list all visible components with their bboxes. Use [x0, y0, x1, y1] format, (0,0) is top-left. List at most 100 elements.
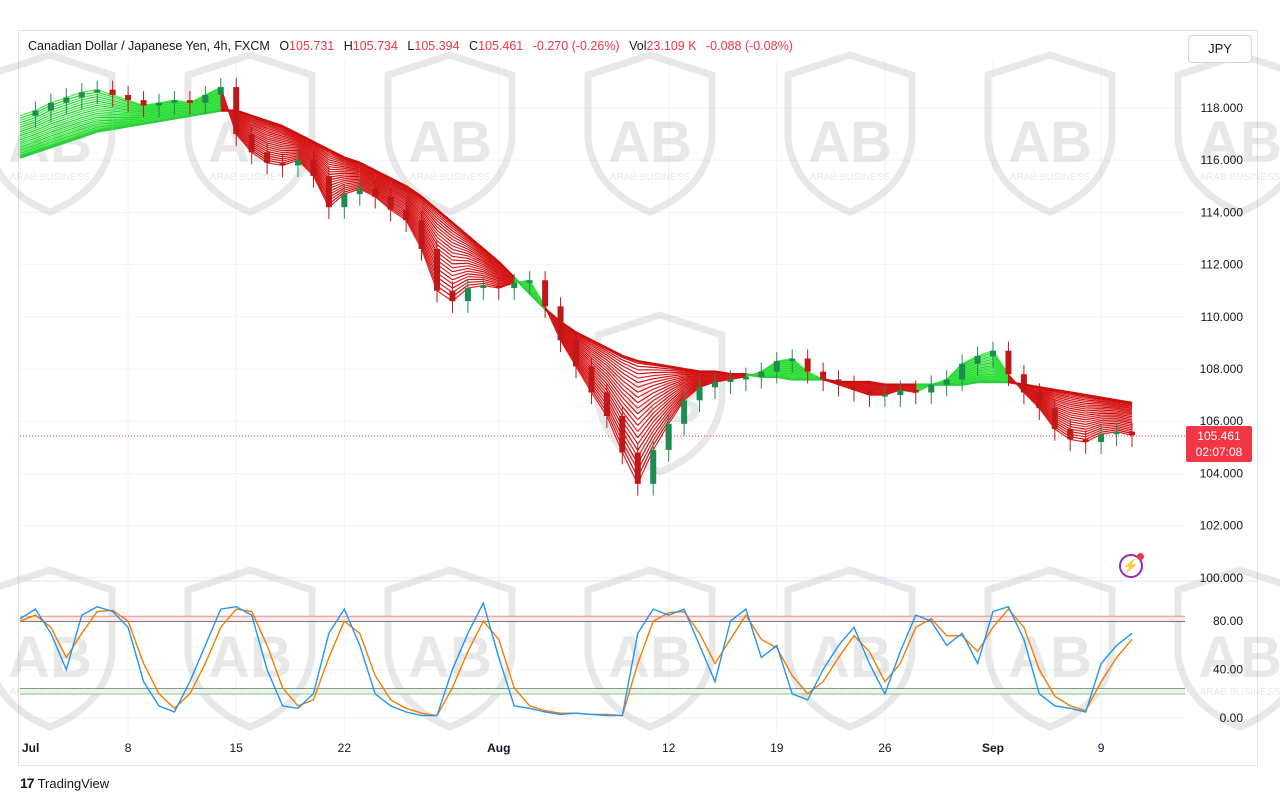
watermark-ab-text: AB: [1008, 625, 1092, 690]
candle-body: [696, 387, 703, 401]
ribbon-ma-line: [359, 179, 376, 189]
time-tick-label: 19: [770, 741, 784, 755]
ribbon-ma-line: [961, 375, 978, 381]
ribbon-ma-line: [668, 373, 685, 377]
ribbon-ma-line: [112, 112, 129, 115]
ribbon-ma-line: [205, 101, 221, 107]
ribbon-ma-line: [66, 131, 82, 138]
ribbon-ma-line: [374, 180, 391, 191]
ribbon-ma-line: [19, 116, 36, 124]
ribbon-ma-line: [19, 121, 36, 128]
ribbon-ma-line: [622, 357, 638, 364]
ribbon-ma-line: [621, 396, 639, 415]
ribbon-ma-line: [189, 112, 206, 118]
ribbon-ma-line: [622, 372, 639, 384]
low-label: L: [407, 39, 415, 53]
time-tick-label: Jul: [22, 741, 39, 755]
ribbon-ma-line: [1116, 419, 1133, 424]
ribbon-ma-line: [961, 379, 978, 384]
ribbon-ma-line: [606, 373, 623, 394]
candle-body: [264, 152, 271, 163]
ribbon-ma-line: [977, 377, 994, 380]
ribbon-ma-line: [1070, 395, 1086, 400]
ribbon-ma-line: [483, 265, 500, 275]
ribbon-ma-line: [35, 133, 52, 141]
ribbon-ma-line: [81, 118, 98, 125]
ribbon-ma-line: [66, 117, 82, 124]
ribbon-ma-line: [189, 101, 206, 109]
ribbon-ma-line: [483, 259, 500, 271]
ribbon-ma-line: [66, 128, 82, 135]
ribbon-ma-line: [405, 197, 422, 215]
ribbon-ma-line: [359, 164, 376, 174]
tradingview-footer[interactable]: 17 TradingView: [20, 775, 109, 791]
ribbon-ma-line: [405, 194, 422, 211]
ribbon-ma-line: [483, 273, 499, 281]
ribbon-ma-line: [1101, 402, 1117, 406]
currency-button[interactable]: JPY: [1188, 35, 1252, 63]
ribbon-ma-line: [482, 253, 500, 267]
ribbon-ma-line: [158, 112, 175, 117]
ribbon-ma-line: [683, 384, 700, 396]
ribbon-ma-line: [143, 114, 160, 119]
watermark-ab-text: AB: [608, 110, 692, 175]
ribbon-ma-line: [344, 162, 360, 167]
ribbon-ma-line: [1116, 408, 1133, 414]
alert-bolt-icon[interactable]: ⚡: [1119, 553, 1144, 578]
symbol-name[interactable]: Canadian Dollar / Japanese Yen, 4h, FXCM: [28, 39, 270, 53]
ribbon-ma-line: [344, 164, 360, 169]
ribbon-ma-line: [637, 400, 654, 415]
ribbon-ma-line: [282, 134, 299, 141]
ribbon-ma-line: [1070, 407, 1086, 412]
ribbon-ma-line: [467, 260, 484, 267]
chart-frame: [18, 30, 1258, 766]
ribbon-ma-line: [128, 121, 144, 125]
ribbon-ma-line: [606, 350, 623, 361]
ribbon-ma-line: [621, 354, 639, 363]
ribbon-ma-line: [112, 108, 129, 112]
price-axis[interactable]: 118.000 116.000 114.000 112.000 110.000 108.0…: [1200, 101, 1244, 725]
ribbon-ma-line: [66, 126, 82, 134]
ribbon-ma-line: [668, 394, 685, 415]
ribbon-ma-line: [174, 105, 190, 108]
candle-body: [341, 194, 348, 208]
ribbon-ma-line: [1085, 419, 1102, 425]
ribbon-ma-line: [467, 280, 484, 283]
ribbon-ma-line: [143, 109, 160, 114]
ribbon-ma-line: [452, 276, 469, 285]
open-value: 105.731: [289, 39, 335, 53]
ribbon-ma-line: [622, 359, 639, 367]
ribbon-ma-line: [35, 109, 52, 119]
ribbon-ma-line: [19, 127, 36, 135]
ribbon-ma-line: [421, 201, 438, 219]
ribbon-ma-line: [66, 134, 82, 141]
ribbon-ma-line: [1116, 422, 1133, 428]
ribbon-ma-line: [313, 151, 330, 168]
ribbon-ma-line: [622, 365, 639, 375]
time-axis[interactable]: Jul 8 15 22 Aug 12 19 26 Sep 9: [22, 741, 1105, 755]
ribbon-ma-line: [205, 106, 221, 112]
ribbon-ma-line: [266, 132, 283, 139]
ribbon-ma-line: [467, 282, 484, 286]
ribbon-ma-line: [374, 178, 391, 190]
candle-body: [356, 188, 363, 195]
ribbon-ma-line: [652, 413, 670, 436]
ribbon-ma-line: [282, 155, 299, 160]
ribbon-ma-line: [436, 212, 453, 227]
ribbon-ma-line: [66, 101, 82, 108]
ribbon-ma-line: [467, 239, 484, 253]
watermark-caption: ARAB BUSINESS: [1010, 172, 1091, 183]
ribbon-ma-line: [143, 106, 160, 110]
ribbon-ma-line: [575, 333, 592, 343]
ribbon-ma-line: [652, 390, 669, 402]
ribbon-ma-line: [1054, 396, 1071, 402]
ribbon-ma-line: [652, 387, 669, 398]
ribbon-ma-line: [405, 202, 423, 222]
ribbon-ma-line: [143, 119, 160, 125]
ribbon-ma-line: [359, 166, 376, 176]
ribbon-ma-line: [35, 114, 52, 123]
ribbon-ma-line: [421, 209, 438, 231]
brand-name: TradingView: [37, 776, 110, 791]
